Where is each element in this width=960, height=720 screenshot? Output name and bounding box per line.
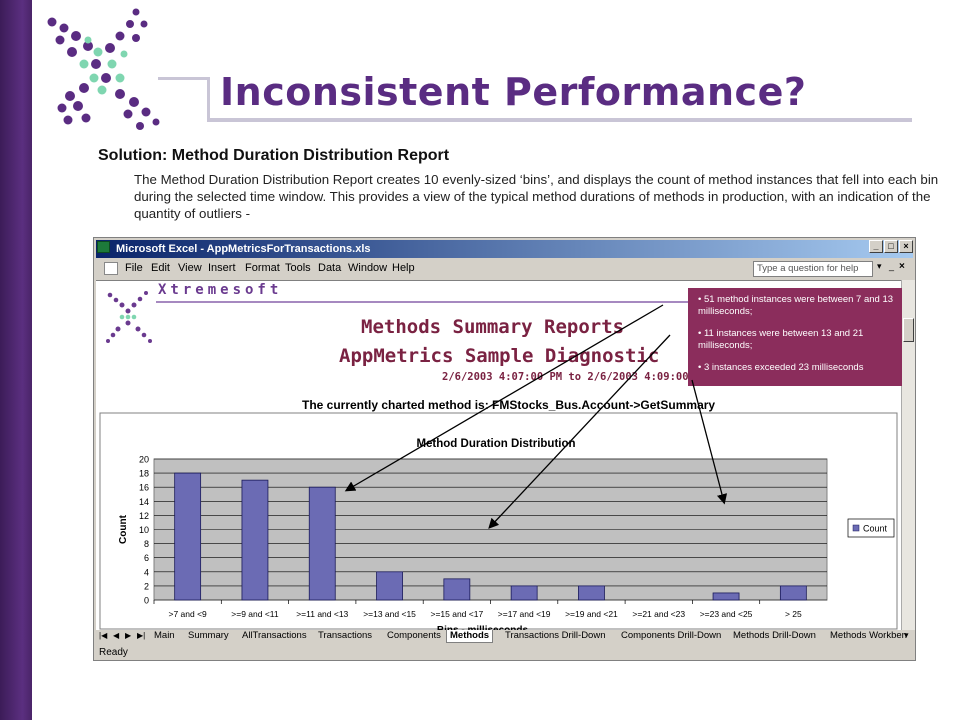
menu-file[interactable]: File	[125, 262, 143, 274]
tab-prev-icon[interactable]: ◀	[113, 631, 120, 640]
excel-app-icon[interactable]	[97, 241, 110, 253]
x-tick-label: >=17 and <19	[498, 609, 551, 619]
y-tick-label: 8	[144, 539, 149, 549]
bar	[443, 578, 471, 601]
callout-bullet-1: • 51 method instances were between 7 and…	[698, 294, 894, 317]
menu-format[interactable]: Format	[245, 262, 280, 274]
bar	[174, 472, 202, 601]
title-underline	[207, 118, 912, 122]
y-tick-label: 2	[144, 581, 149, 591]
menu-dropdown-icon[interactable]: ▾	[877, 261, 882, 271]
legend-label: Count	[863, 524, 888, 534]
tab-components-drill-down[interactable]: Components Drill-Down	[621, 630, 722, 641]
tab-transactions[interactable]: Transactions	[318, 630, 373, 641]
scrollbar-thumb[interactable]	[903, 318, 914, 342]
report-title: Methods Summary Reports	[361, 316, 625, 338]
legend-swatch	[852, 524, 860, 532]
minimize-button[interactable]: _	[869, 240, 883, 253]
y-axis-label: Count	[118, 514, 129, 544]
doc-minimize-icon[interactable]: _	[889, 261, 895, 271]
y-tick-label: 4	[144, 567, 149, 577]
tab-main[interactable]: Main	[154, 630, 175, 641]
status-bar: Ready	[99, 647, 128, 658]
maximize-button[interactable]: □	[884, 240, 898, 253]
report-date-range: 2/6/2003 4:07:00 PM to 2/6/2003 4:09:00 …	[442, 371, 708, 383]
solution-heading: Solution: Method Duration Distribution R…	[98, 147, 450, 164]
title-decor-line	[158, 77, 210, 80]
x-tick-label: >7 and <9	[169, 609, 208, 619]
menu-bar: File Edit View Insert Format Tools Data …	[96, 259, 913, 279]
menu-view[interactable]: View	[178, 262, 202, 274]
bar	[578, 585, 605, 601]
legend-box	[847, 518, 895, 538]
x-tick-label: > 25	[785, 609, 802, 619]
excel-titlebar[interactable]: Microsoft Excel - AppMetricsForTransacti…	[96, 240, 913, 258]
callout-bullet-2: • 11 instances were between 13 and 21 mi…	[698, 328, 864, 351]
brand-name: Xtremesoft	[158, 282, 283, 298]
bar	[712, 592, 740, 601]
tab-methods-workbench[interactable]: Methods Workben	[830, 630, 907, 641]
doc-close-icon[interactable]: ×	[899, 261, 905, 272]
y-tick-label: 6	[144, 553, 149, 563]
vertical-scrollbar[interactable]	[901, 280, 915, 630]
bar	[779, 585, 807, 601]
tab-last-icon[interactable]: ▶|	[137, 631, 146, 640]
menu-help[interactable]: Help	[392, 262, 415, 274]
tab-scroll-right-icon[interactable]: ▾	[904, 630, 909, 640]
tab-first-icon[interactable]: |◀	[99, 631, 108, 640]
brand-swoosh	[156, 301, 756, 303]
x-tick-label: >=15 and <17	[430, 609, 483, 619]
menu-insert[interactable]: Insert	[208, 262, 236, 274]
chart-title: Method Duration Distribution	[416, 438, 575, 450]
window-title: Microsoft Excel - AppMetricsForTransacti…	[116, 243, 371, 255]
slide-title: Inconsistent Performance?	[220, 70, 807, 114]
sheet-tabs-bar: |◀ ◀ ▶ ▶| Main Summary AllTransactions T…	[96, 630, 913, 644]
close-button[interactable]: ×	[899, 240, 913, 253]
x-tick-label: >=19 and <21	[565, 609, 618, 619]
tab-transactions-drill-down[interactable]: Transactions Drill-Down	[505, 630, 606, 641]
y-tick-label: 14	[139, 497, 149, 507]
y-tick-label: 18	[139, 469, 149, 479]
tab-alltransactions[interactable]: AllTransactions	[242, 630, 307, 641]
x-tick-label: >=23 and <25	[700, 609, 753, 619]
tab-components[interactable]: Components	[387, 630, 441, 641]
callout-bullet-3: • 3 instances exceeded 23 milliseconds	[698, 362, 864, 373]
y-tick-label: 10	[139, 525, 149, 535]
duration-distribution-chart[interactable]: Method Duration Distribution 0 2 4 6 8 10 12 14 1…	[96, 411, 901, 630]
tab-methods-drill-down[interactable]: Methods Drill-Down	[733, 630, 816, 641]
help-question-box[interactable]: Type a question for help	[753, 261, 873, 277]
xtremesoft-logo-icon	[106, 291, 152, 343]
x-tick-label: >=21 and <23	[632, 609, 685, 619]
charted-method-label: The currently charted method is: FMStock…	[302, 398, 716, 412]
tab-summary[interactable]: Summary	[188, 630, 229, 641]
bar	[308, 486, 336, 601]
description-paragraph: The Method Duration Distribution Report …	[134, 172, 939, 221]
title-decor-line-vertical	[207, 77, 210, 119]
menu-edit[interactable]: Edit	[151, 262, 170, 274]
y-tick-label: 12	[139, 511, 149, 521]
x-dots-logo	[47, 8, 160, 130]
bar	[376, 571, 403, 601]
x-tick-label: >=13 and <15	[363, 609, 416, 619]
left-accent-band	[0, 0, 32, 720]
y-tick-label: 20	[139, 455, 149, 465]
x-axis-label: Bins - milliseconds	[437, 625, 529, 630]
bar	[241, 479, 269, 601]
y-tick-label: 0	[144, 596, 149, 606]
menu-window[interactable]: Window	[348, 262, 388, 274]
x-tick-label: >=11 and <13	[296, 609, 348, 619]
tab-methods[interactable]: Methods	[446, 630, 494, 643]
sheet-doc-icon[interactable]	[104, 262, 118, 275]
x-tick-label: >=9 and <11	[231, 609, 279, 619]
report-subtitle: AppMetrics Sample Diagnostic	[339, 345, 660, 367]
y-tick-label: 16	[139, 483, 149, 493]
menu-tools[interactable]: Tools	[285, 262, 311, 274]
bar	[510, 585, 538, 601]
findings-callout: • 51 method instances were between 7 and…	[688, 288, 902, 386]
tab-next-icon[interactable]: ▶	[125, 631, 132, 640]
menu-data[interactable]: Data	[318, 262, 342, 274]
